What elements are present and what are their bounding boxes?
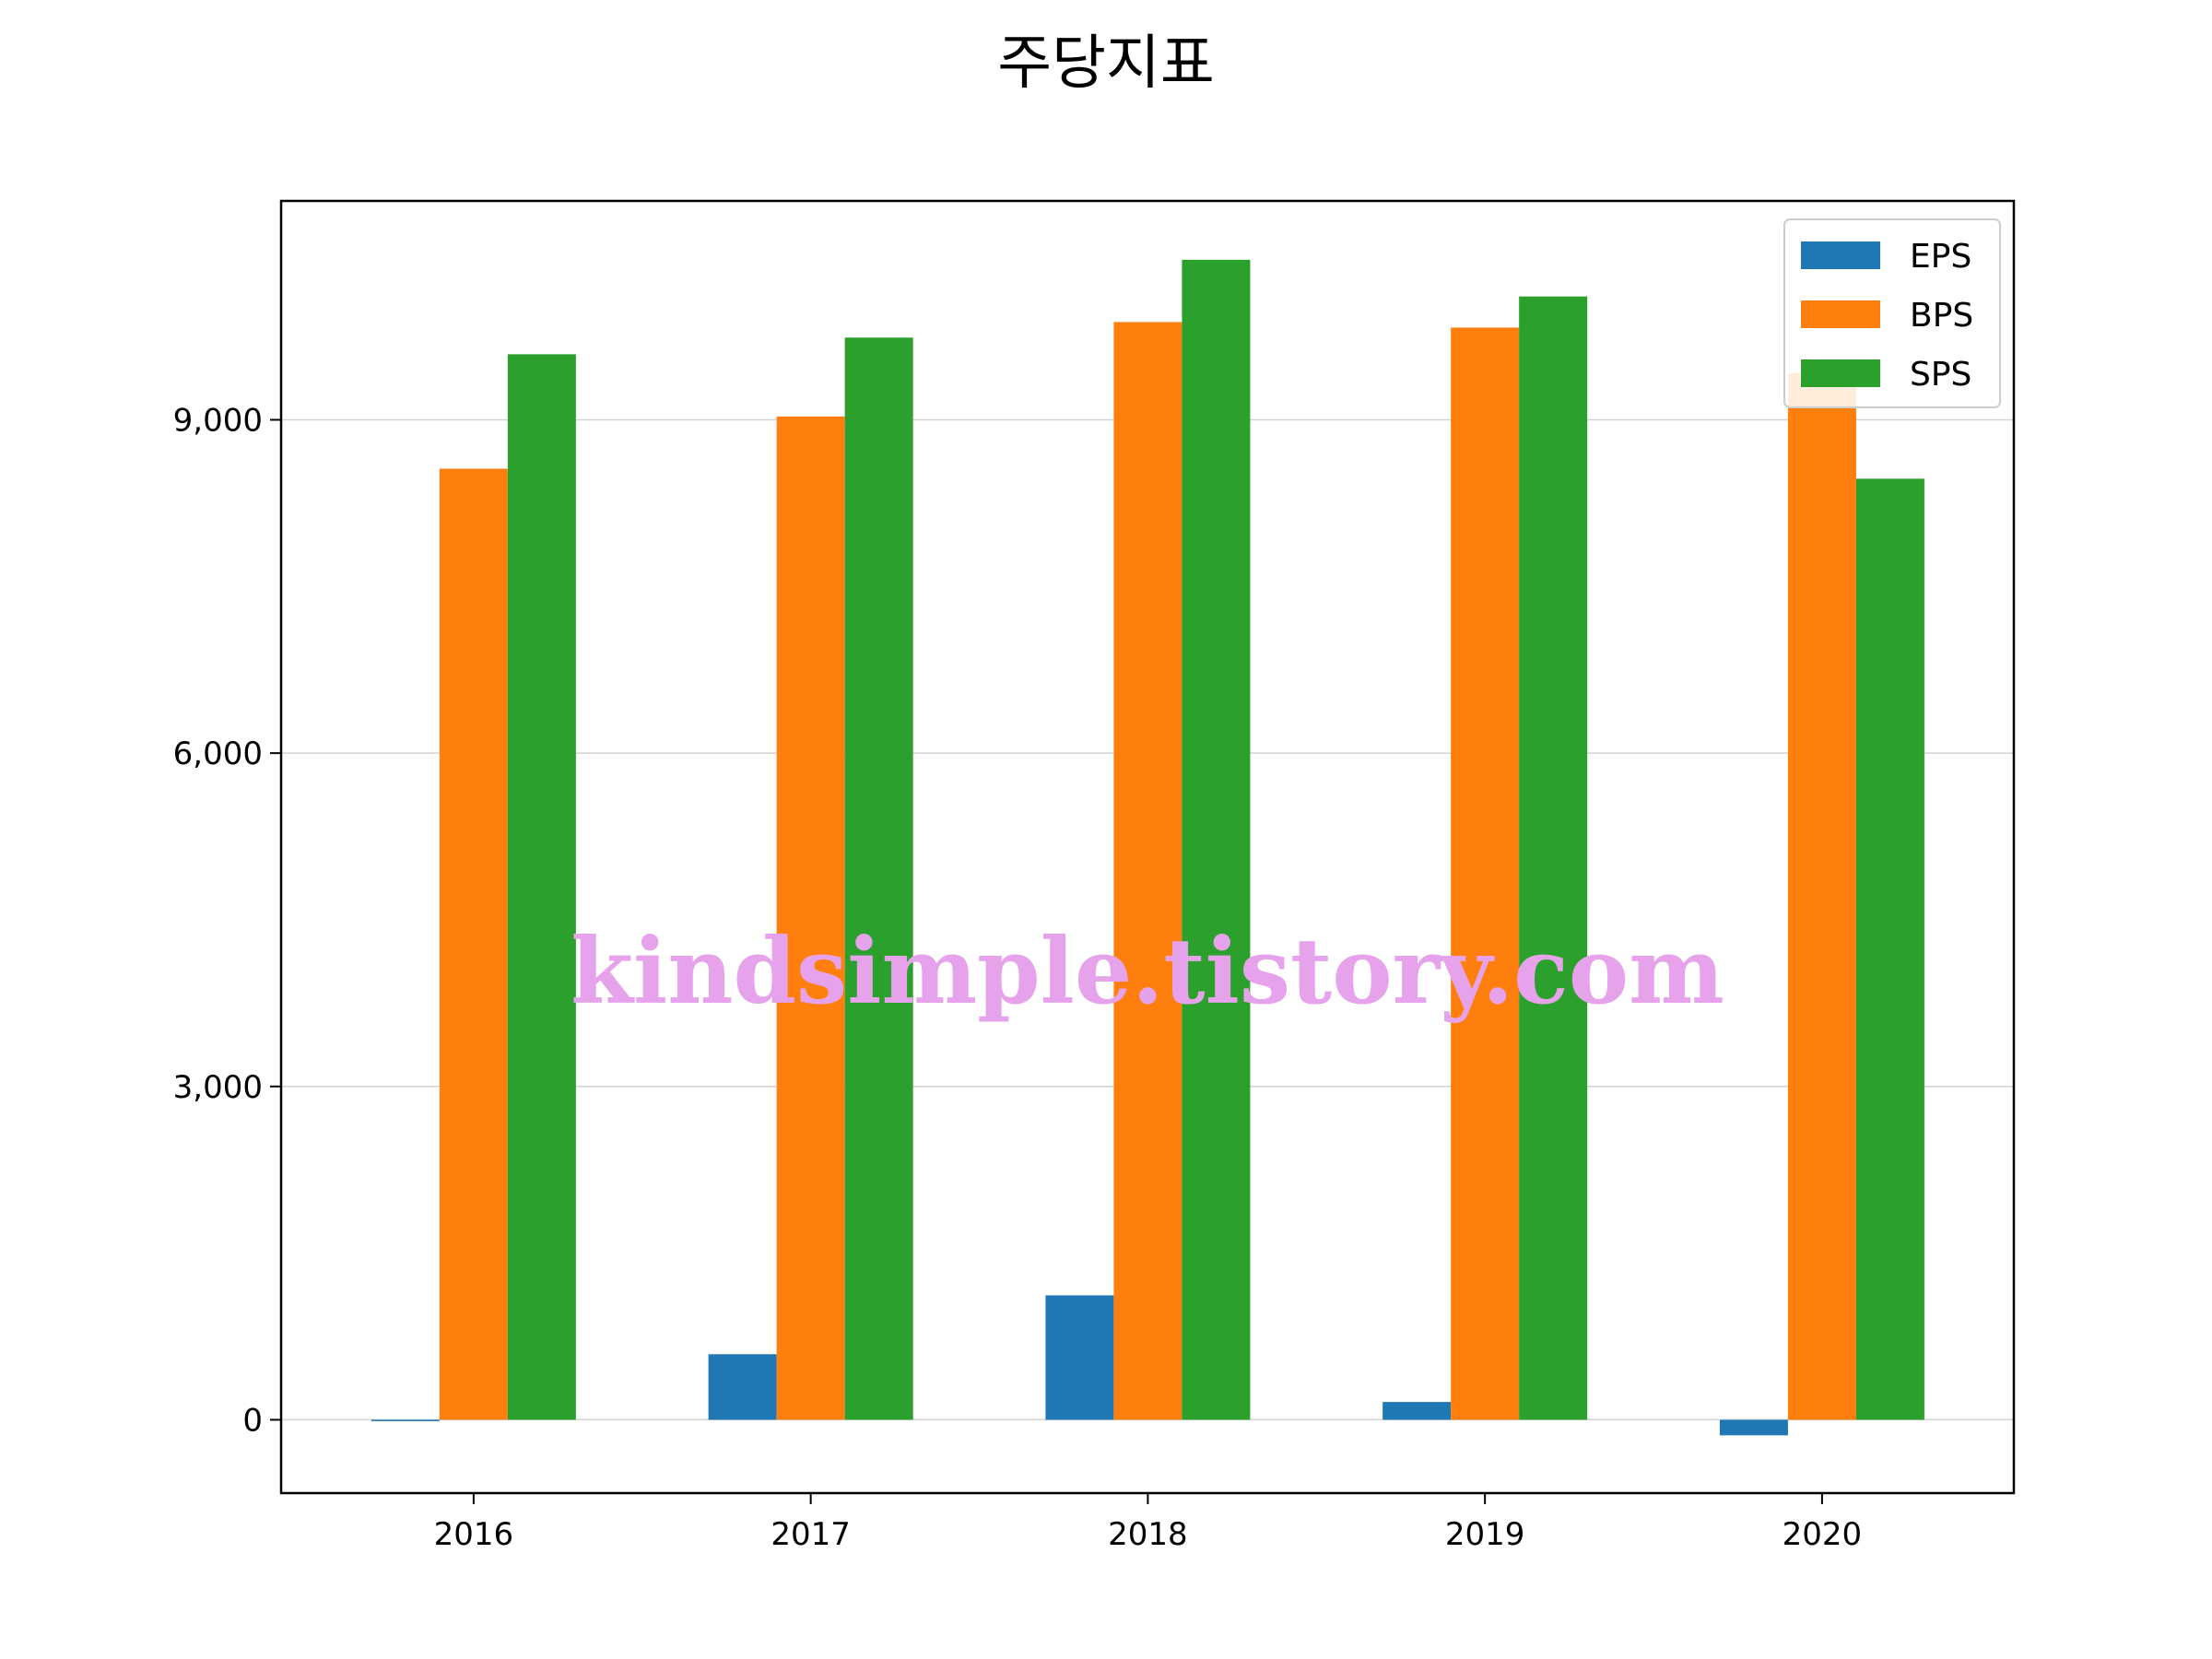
x-tick-label: 2017 — [771, 1516, 851, 1553]
legend-label-eps: EPS — [1910, 238, 1971, 276]
y-tick-label: 9,000 — [173, 402, 263, 439]
x-tick-label: 2020 — [1783, 1516, 1863, 1553]
x-tick-label: 2019 — [1445, 1516, 1525, 1553]
bar-bps-2016 — [439, 468, 508, 1420]
bar-sps-2016 — [507, 354, 576, 1420]
bar-bps-2019 — [1451, 327, 1520, 1420]
bar-bps-2020 — [1787, 372, 1856, 1420]
bar-sps-2018 — [1182, 259, 1251, 1420]
legend-swatch-eps — [1801, 241, 1880, 269]
legend-swatch-sps — [1801, 359, 1880, 387]
y-tick-label: 3,000 — [173, 1069, 263, 1106]
chart-title: 주당지표 — [997, 29, 1215, 98]
legend: EPS BPS SPS — [1783, 218, 2001, 408]
legend-swatch-bps — [1801, 300, 1880, 328]
bar-eps-2018 — [1045, 1295, 1114, 1420]
x-tick-label: 2016 — [434, 1516, 514, 1553]
bar-eps-2019 — [1382, 1402, 1452, 1420]
bar-eps-2017 — [708, 1354, 777, 1420]
legend-label-sps: SPS — [1910, 356, 1971, 394]
bar-bps-2018 — [1113, 322, 1182, 1420]
bar-sps-2019 — [1519, 296, 1588, 1420]
bar-bps-2017 — [776, 416, 845, 1420]
bar-eps-2020 — [1719, 1419, 1788, 1436]
bars — [371, 259, 1924, 1436]
legend-label-bps: BPS — [1910, 297, 1973, 335]
bar-sps-2017 — [844, 337, 913, 1420]
y-axis: 0 3,000 6,000 9,000 — [173, 402, 281, 1439]
watermark: kindsimple.tistory.com — [571, 919, 1724, 1025]
x-axis: 2016 2017 2018 2019 2020 — [434, 1493, 1863, 1553]
bar-sps-2020 — [1855, 478, 1924, 1420]
y-tick-label: 0 — [242, 1402, 263, 1439]
bar-eps-2016 — [371, 1419, 440, 1421]
x-tick-label: 2018 — [1108, 1516, 1188, 1553]
y-tick-label: 6,000 — [173, 735, 263, 772]
